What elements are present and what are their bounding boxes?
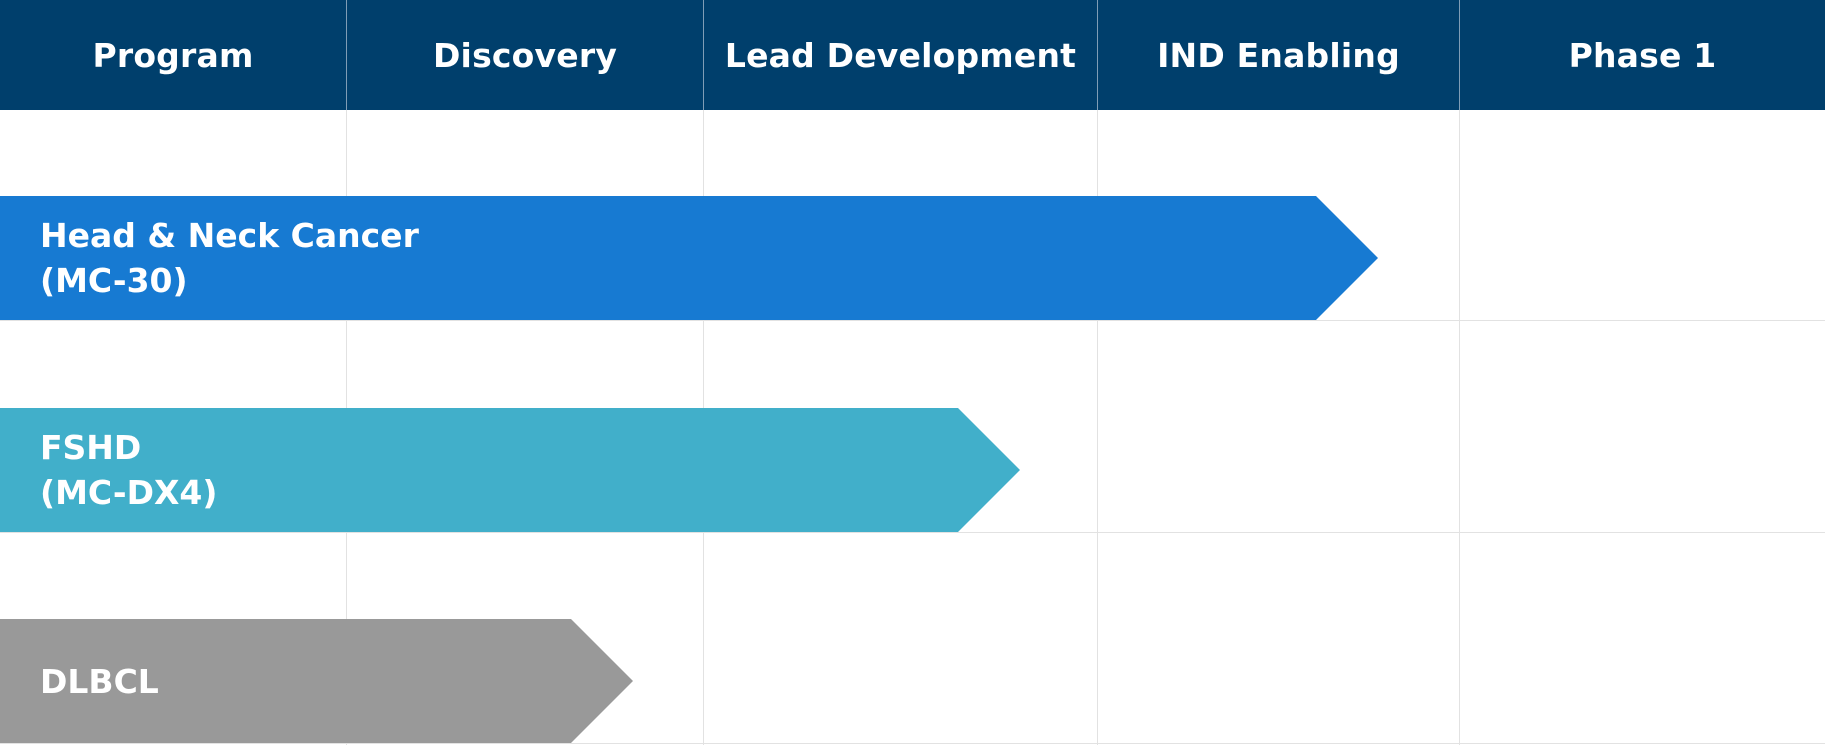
header-program: Program: [92, 35, 254, 75]
grid-line-horizontal: [0, 320, 1825, 321]
header-divider: [346, 0, 347, 110]
header-lead-development: Lead Development: [724, 35, 1077, 75]
pipeline-header: Program Discovery Lead Development IND E…: [0, 0, 1825, 110]
grid-line-vertical: [1459, 110, 1460, 745]
program-arrow-head-neck-cancer: Head & Neck Cancer (MC-30): [0, 196, 1378, 320]
program-name: DLBCL: [40, 661, 159, 701]
program-label: Head & Neck Cancer (MC-30): [40, 213, 419, 303]
header-divider: [1097, 0, 1098, 110]
program-name: Head & Neck Cancer: [40, 216, 419, 255]
program-label: DLBCL: [40, 659, 159, 704]
grid-line-horizontal: [0, 743, 1825, 744]
program-arrow-dlbcl: DLBCL: [0, 619, 633, 743]
program-code: (MC-30): [40, 261, 188, 300]
header-divider: [1459, 0, 1460, 110]
header-ind-enabling: IND Enabling: [1157, 35, 1400, 75]
header-divider: [703, 0, 704, 110]
header-discovery: Discovery: [432, 35, 618, 75]
program-name: FSHD: [40, 428, 142, 467]
program-label: FSHD (MC-DX4): [40, 425, 217, 515]
program-code: (MC-DX4): [40, 473, 218, 512]
header-phase-1: Phase 1: [1568, 35, 1717, 75]
grid-line-vertical: [1097, 110, 1098, 745]
program-arrow-fshd: FSHD (MC-DX4): [0, 408, 1020, 532]
grid-line-horizontal: [0, 532, 1825, 533]
